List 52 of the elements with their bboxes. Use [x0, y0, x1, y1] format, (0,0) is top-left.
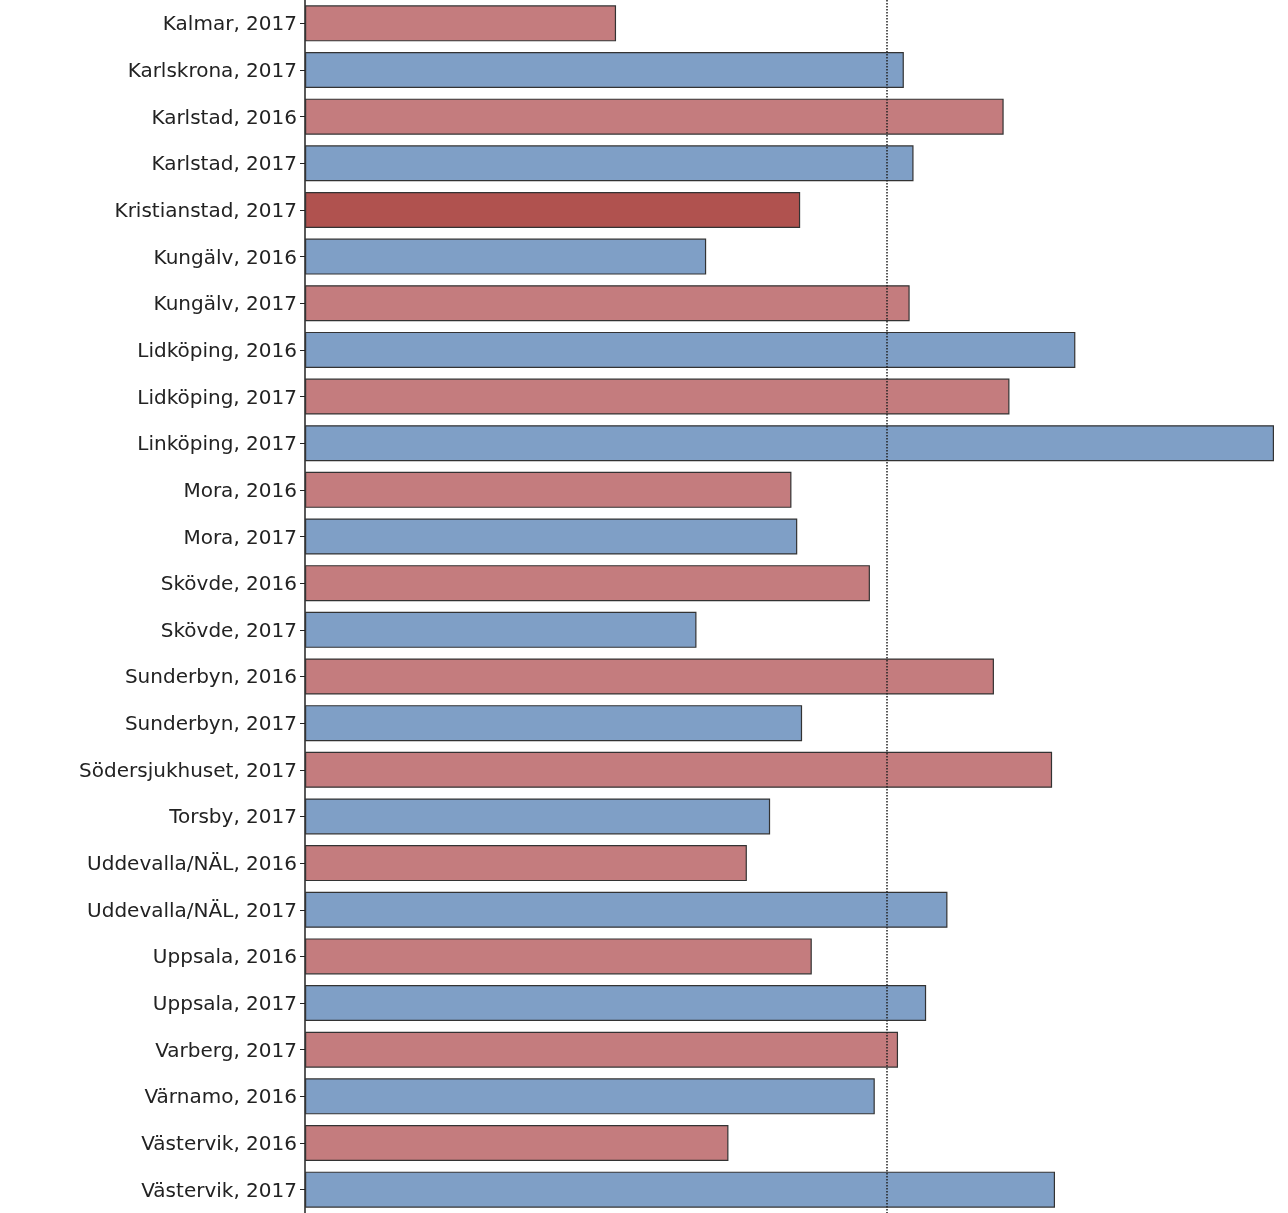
y-tick-label: Mora, 2016	[183, 477, 297, 502]
y-tick-label: Västervik, 2016	[141, 1131, 297, 1156]
y-tick-label: Kungälv, 2017	[153, 291, 297, 316]
bar	[305, 191, 801, 228]
bar	[305, 518, 798, 555]
bar	[305, 285, 910, 322]
y-tick-label: Sunderbyn, 2017	[124, 711, 297, 736]
bar	[305, 751, 1053, 788]
bar	[305, 705, 803, 742]
y-tick-label: Karlskrona, 2017	[127, 57, 297, 82]
bar	[305, 985, 927, 1022]
y-tick-label: Kalmar, 2017	[162, 11, 297, 36]
y-tick-label: Skövde, 2017	[160, 617, 297, 642]
bar	[305, 1125, 729, 1162]
bar	[305, 1078, 875, 1115]
bar	[305, 425, 1274, 462]
y-tick-label: Värnamo, 2016	[144, 1084, 297, 1109]
bar	[305, 331, 1076, 368]
bar	[305, 145, 914, 182]
bar	[305, 1031, 899, 1068]
bar	[305, 5, 617, 42]
bar	[305, 471, 792, 508]
y-tick-label: Kungälv, 2016	[153, 244, 297, 269]
y-tick-label: Skövde, 2016	[160, 571, 297, 596]
bar	[305, 798, 771, 835]
y-tick-label: Lidköping, 2016	[137, 337, 297, 362]
bar	[305, 611, 697, 648]
y-tick-label: Kristianstad, 2017	[114, 197, 297, 222]
y-tick-label: Sunderbyn, 2016	[124, 664, 297, 689]
y-tick-label: Linköping, 2017	[137, 431, 297, 456]
y-tick-label: Torsby, 2017	[168, 804, 297, 829]
bar	[305, 378, 1010, 415]
y-tick-label: Västervik, 2017	[141, 1177, 297, 1202]
bar	[305, 891, 948, 928]
y-tick-label: Karlstad, 2017	[151, 151, 297, 176]
bar	[305, 238, 707, 275]
bar	[305, 1171, 1056, 1208]
y-tick-label: Uddevalla/NÄL, 2016	[87, 851, 297, 876]
y-tick-label: Södersjukhuset, 2017	[79, 757, 297, 782]
y-tick-label: Lidköping, 2017	[137, 384, 297, 409]
y-tick-label: Uppsala, 2016	[152, 944, 297, 969]
bar	[305, 845, 747, 882]
bar	[305, 658, 994, 695]
y-tick-label: Karlstad, 2016	[151, 104, 297, 129]
y-tick-label: Varberg, 2017	[155, 1037, 297, 1062]
y-tick-label: Uppsala, 2017	[152, 991, 297, 1016]
bar	[305, 51, 904, 88]
bar	[305, 98, 1004, 135]
bar	[305, 938, 812, 975]
y-tick-label: Uddevalla/NÄL, 2017	[87, 897, 297, 922]
bar	[305, 565, 870, 602]
y-tick-label: Mora, 2017	[183, 524, 297, 549]
